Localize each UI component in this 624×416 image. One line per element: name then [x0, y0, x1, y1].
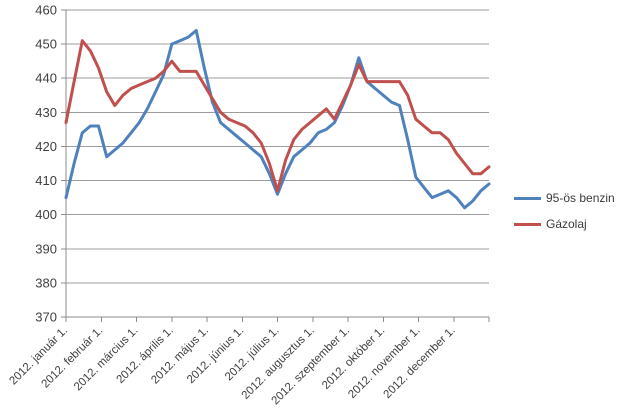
series-line-95-benzin	[64, 29, 491, 210]
y-axis-label: 390	[35, 241, 57, 256]
series-line-gazolaj	[64, 39, 491, 193]
legend-label-95-benzin: 95-ös benzin	[546, 191, 615, 205]
y-axis-label: 380	[35, 275, 57, 290]
y-axis-label: 430	[35, 105, 57, 120]
y-axis-label: 400	[35, 207, 57, 222]
legend-line-swatch-95-benzin	[514, 196, 541, 200]
legend: 95-ös benzin Gázolaj	[514, 185, 615, 237]
y-axis-label: 440	[35, 71, 57, 86]
y-axis-label: 460	[35, 3, 57, 18]
y-axis-label: 410	[35, 173, 57, 188]
legend-item-95-benzin: 95-ös benzin	[514, 185, 615, 211]
legend-item-gazolaj: Gázolaj	[514, 211, 615, 237]
legend-label-gazolaj: Gázolaj	[546, 217, 587, 231]
legend-line-swatch-gazolaj	[514, 222, 541, 226]
y-axis-label: 450	[35, 37, 57, 52]
x-axis-label: 2012. március 1.	[72, 325, 141, 394]
y-axis-label: 370	[35, 310, 57, 325]
x-axis-label: 2012. január 1.	[7, 325, 70, 388]
x-axis-label: 2012. október 1.	[320, 325, 387, 392]
x-axis-label: 2012. február 1.	[39, 325, 105, 391]
x-axis-label: 2012. december 1.	[382, 325, 458, 401]
y-axis-label: 420	[35, 139, 57, 154]
